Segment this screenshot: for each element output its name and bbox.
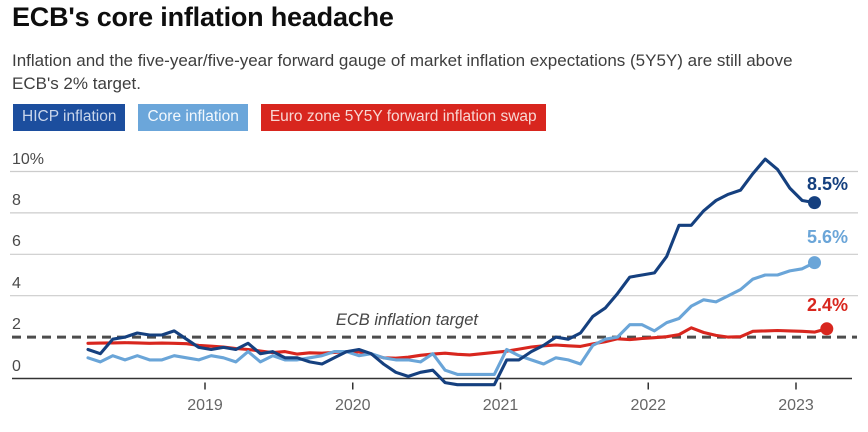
series-line: [86, 326, 829, 360]
y-axis-label: 6: [12, 233, 21, 251]
y-axis-label: 8: [12, 191, 21, 209]
y-axis-label: 0: [12, 357, 21, 375]
legend-chip-core-inflation: Core inflation: [138, 104, 248, 131]
y-axis-label: 2: [12, 316, 21, 334]
end-value-label-hicp: 8.5%: [806, 174, 848, 194]
end-value-label-swap: 2.4%: [806, 295, 848, 315]
end-value-label-core: 5.6%: [806, 227, 848, 247]
series-line: [86, 157, 817, 387]
series-end-dot: [808, 256, 821, 270]
series-end-dot: [820, 322, 834, 336]
y-axis-label: 4: [12, 274, 21, 292]
x-axis-label: 2020: [334, 397, 371, 414]
target-annotation: ECB inflation target: [335, 311, 478, 329]
x-axis-label: 2019: [187, 397, 223, 414]
x-axis-label: 2023: [778, 397, 814, 414]
legend-chip-5y5y-swap: Euro zone 5Y5Y forward inflation swap: [260, 104, 546, 131]
series-end-dot: [808, 196, 821, 210]
x-axis-label: 2021: [482, 397, 519, 414]
y-axis-label: 10%: [12, 150, 45, 168]
legend: HICP inflation Core inflation Euro zone …: [13, 104, 546, 131]
legend-chip-hicp-inflation: HICP inflation: [13, 104, 126, 131]
series-line: [86, 261, 817, 376]
x-axis-label: 2022: [630, 397, 667, 414]
chart-subtitle: Inflation and the five-year/five-year fo…: [12, 51, 793, 93]
page-title: ECB's core inflation headache: [12, 2, 394, 32]
